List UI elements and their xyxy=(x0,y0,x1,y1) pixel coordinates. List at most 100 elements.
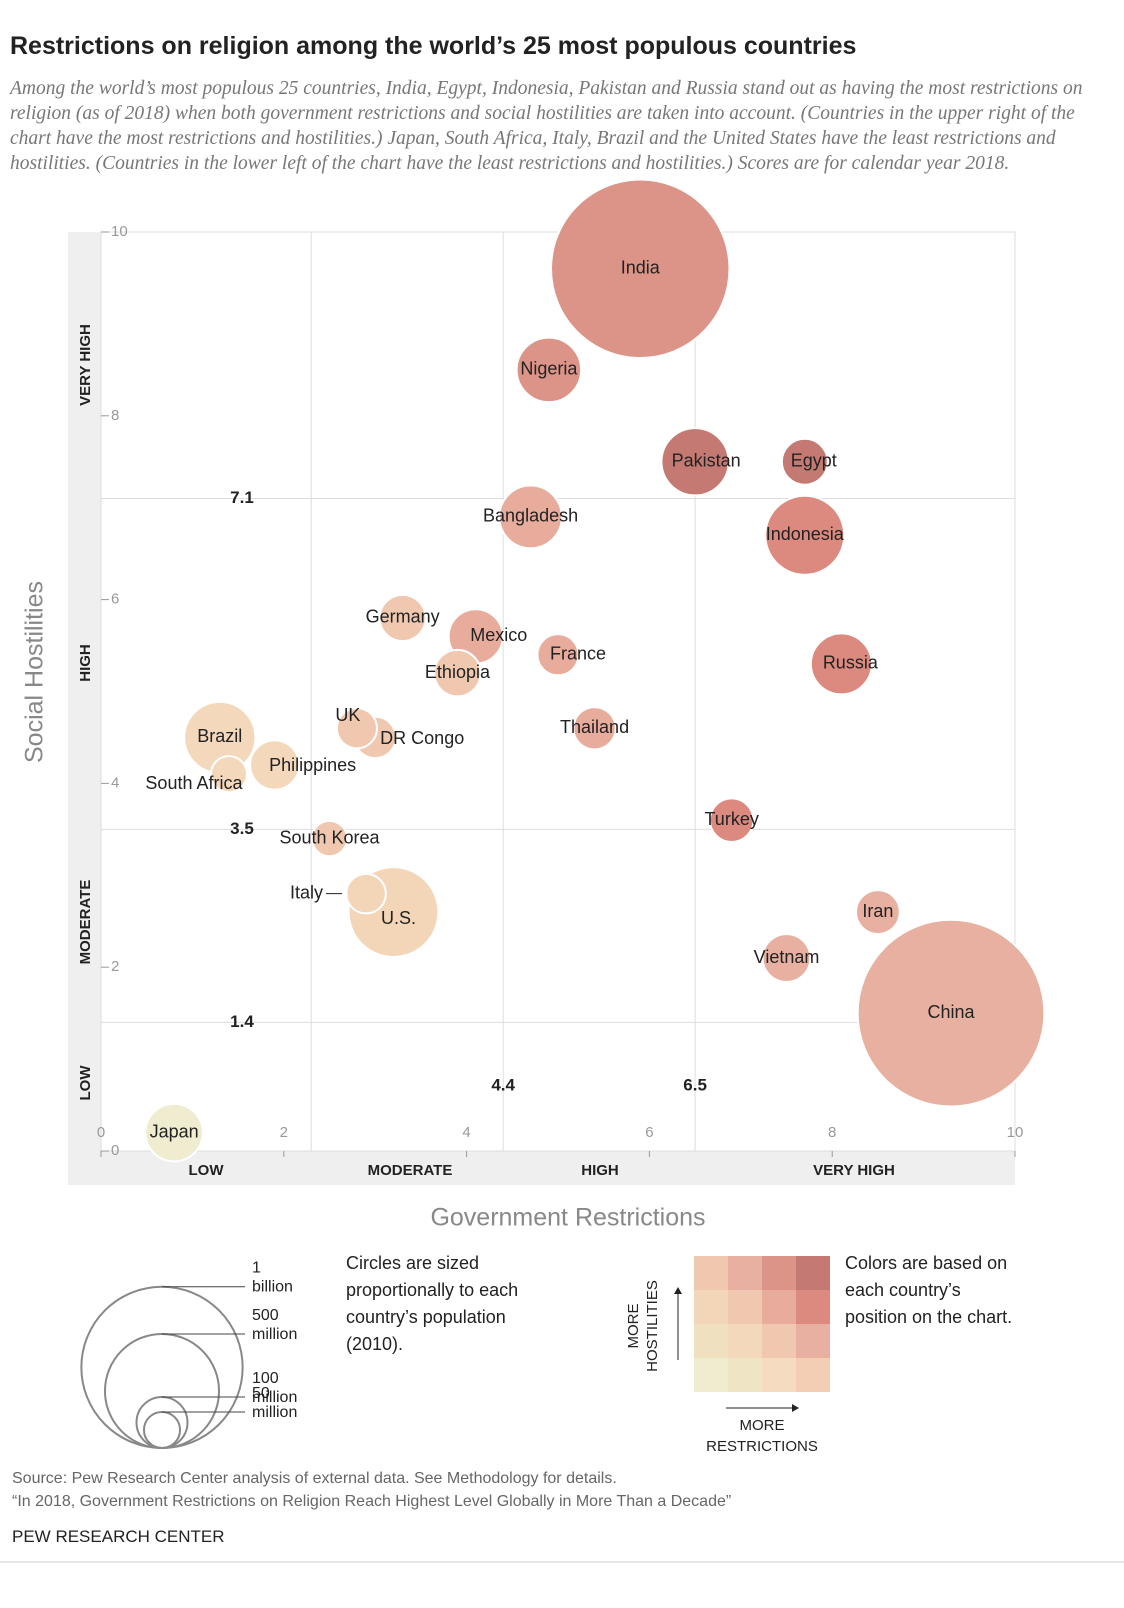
bubble xyxy=(572,706,617,751)
color-legend-cell xyxy=(796,1256,830,1290)
bubble xyxy=(809,632,873,696)
x-tick-label: 8 xyxy=(828,1124,836,1141)
y-tick-label: 6 xyxy=(111,591,119,608)
color-legend-cell xyxy=(728,1324,762,1358)
legend-arrowhead xyxy=(674,1287,682,1294)
color-legend-x-label-line: RESTRICTIONS xyxy=(706,1438,818,1455)
bubble-label: France xyxy=(550,643,606,663)
x-tick-label: 6 xyxy=(645,1124,653,1141)
bubble-label: Pakistan xyxy=(672,451,741,471)
bubble-label: Vietnam xyxy=(754,947,820,967)
color-legend-y-label-line: HOSTILITIES xyxy=(644,1280,661,1372)
bubble xyxy=(550,178,731,360)
y-level: HIGH xyxy=(77,644,94,682)
y-tick-label: 0 xyxy=(111,1142,119,1159)
x-tick-label: 0 xyxy=(97,1124,105,1141)
color-legend-y-label: MORE HOSTILITIES xyxy=(625,1280,661,1372)
size-legend-label: 1 billion xyxy=(252,1260,293,1296)
bubble xyxy=(660,427,730,497)
bubble xyxy=(780,437,829,486)
y-axis-title: Social Hostilities xyxy=(21,581,49,763)
bubble xyxy=(856,918,1046,1108)
size-legend-label-line: million xyxy=(252,1326,297,1343)
bubble-label: Japan xyxy=(150,1121,199,1141)
y-tick-label: 2 xyxy=(111,958,119,975)
color-legend-cell xyxy=(728,1256,762,1290)
bubble xyxy=(764,494,846,576)
bubble-label: Turkey xyxy=(704,809,758,829)
x-tick-label: 2 xyxy=(280,1124,288,1141)
bubble-label: Ethiopia xyxy=(425,662,491,682)
color-legend-cell xyxy=(762,1256,796,1290)
size-legend-label-line: million xyxy=(252,1389,297,1406)
color-legend-x-label-line: MORE xyxy=(740,1417,785,1434)
title: Restrictions on religion among the world… xyxy=(10,32,857,60)
y-level: MODERATE xyxy=(77,880,94,965)
x-level: HIGH xyxy=(581,1162,619,1179)
y-divider-label: 7.1 xyxy=(230,488,254,507)
bubble-label: Germany xyxy=(366,607,440,627)
y-level: LOW xyxy=(77,1065,94,1101)
y-level: VERY HIGH xyxy=(77,324,94,406)
bubble-label: Bangladesh xyxy=(483,506,578,526)
size-legend-circle xyxy=(142,1410,182,1449)
color-legend-cell xyxy=(796,1324,830,1358)
bubble-label: Egypt xyxy=(791,451,837,471)
color-legend-x-label: MORE RESTRICTIONS xyxy=(706,1417,818,1455)
bubble-label: U.S. xyxy=(381,908,416,928)
size-legend-circle xyxy=(80,1285,244,1450)
color-note: Colors are based on each country’s posit… xyxy=(845,1253,1013,1327)
size-legend-label-line: million xyxy=(252,1404,297,1421)
color-legend-cell xyxy=(762,1290,796,1324)
color-legend-cell xyxy=(694,1290,728,1324)
size-legend-label-line: 100 xyxy=(252,1370,279,1387)
color-legend-cell xyxy=(762,1358,796,1392)
color-legend-cell xyxy=(728,1358,762,1392)
bubble xyxy=(498,484,563,550)
y-divider-label: 1.4 xyxy=(230,1012,254,1031)
y-divider-label: 3.5 xyxy=(230,819,254,838)
credit: PEW RESEARCH CENTER xyxy=(12,1527,225,1546)
color-legend-cell xyxy=(728,1290,762,1324)
size-legend-label-line: 50 xyxy=(252,1385,270,1402)
bubble-label: South Africa xyxy=(145,773,243,793)
bubble-label: Indonesia xyxy=(766,524,845,544)
bubble xyxy=(433,648,482,698)
bubble xyxy=(310,819,349,858)
bubble-label: Russia xyxy=(823,653,879,673)
bubble xyxy=(854,889,901,935)
color-legend-cell xyxy=(796,1358,830,1392)
x-axis-title: Government Restrictions xyxy=(430,1204,705,1232)
bubble xyxy=(515,336,583,404)
bubble xyxy=(378,593,427,643)
bubble-label: Thailand xyxy=(560,717,629,737)
bubble xyxy=(345,872,387,915)
subtitle: Among the world’s most populous 25 count… xyxy=(10,78,1083,174)
color-legend-cell xyxy=(694,1358,728,1392)
color-legend-cell xyxy=(694,1324,728,1358)
bubble-label: Nigeria xyxy=(520,359,578,379)
x-level: MODERATE xyxy=(368,1162,453,1179)
size-legend-label-line: 1 xyxy=(252,1260,261,1277)
bubble-label: South Korea xyxy=(279,827,380,847)
size-legend-label: 50 million xyxy=(252,1385,297,1421)
color-legend-y-label-line: MORE xyxy=(625,1304,642,1349)
x-divider-label: 6.5 xyxy=(683,1075,707,1094)
bubble xyxy=(335,707,378,750)
bubble xyxy=(761,933,812,983)
color-legend-cell xyxy=(762,1324,796,1358)
color-legend-cell xyxy=(796,1290,830,1324)
y-tick-label: 8 xyxy=(111,407,119,424)
size-legend-label-line: 500 xyxy=(252,1307,279,1324)
bubble-label: India xyxy=(621,258,661,278)
x-divider-label: 4.4 xyxy=(491,1075,515,1094)
bubble-label: DR Congo xyxy=(380,728,464,748)
x-level: LOW xyxy=(189,1162,225,1179)
bubble-label: China xyxy=(928,1002,976,1022)
bubble-label: Mexico xyxy=(470,625,527,645)
size-legend-label: 100 million xyxy=(252,1370,297,1406)
size-note: Circles are sized proportionally to each… xyxy=(346,1253,519,1354)
size-legend-circle xyxy=(103,1332,221,1449)
